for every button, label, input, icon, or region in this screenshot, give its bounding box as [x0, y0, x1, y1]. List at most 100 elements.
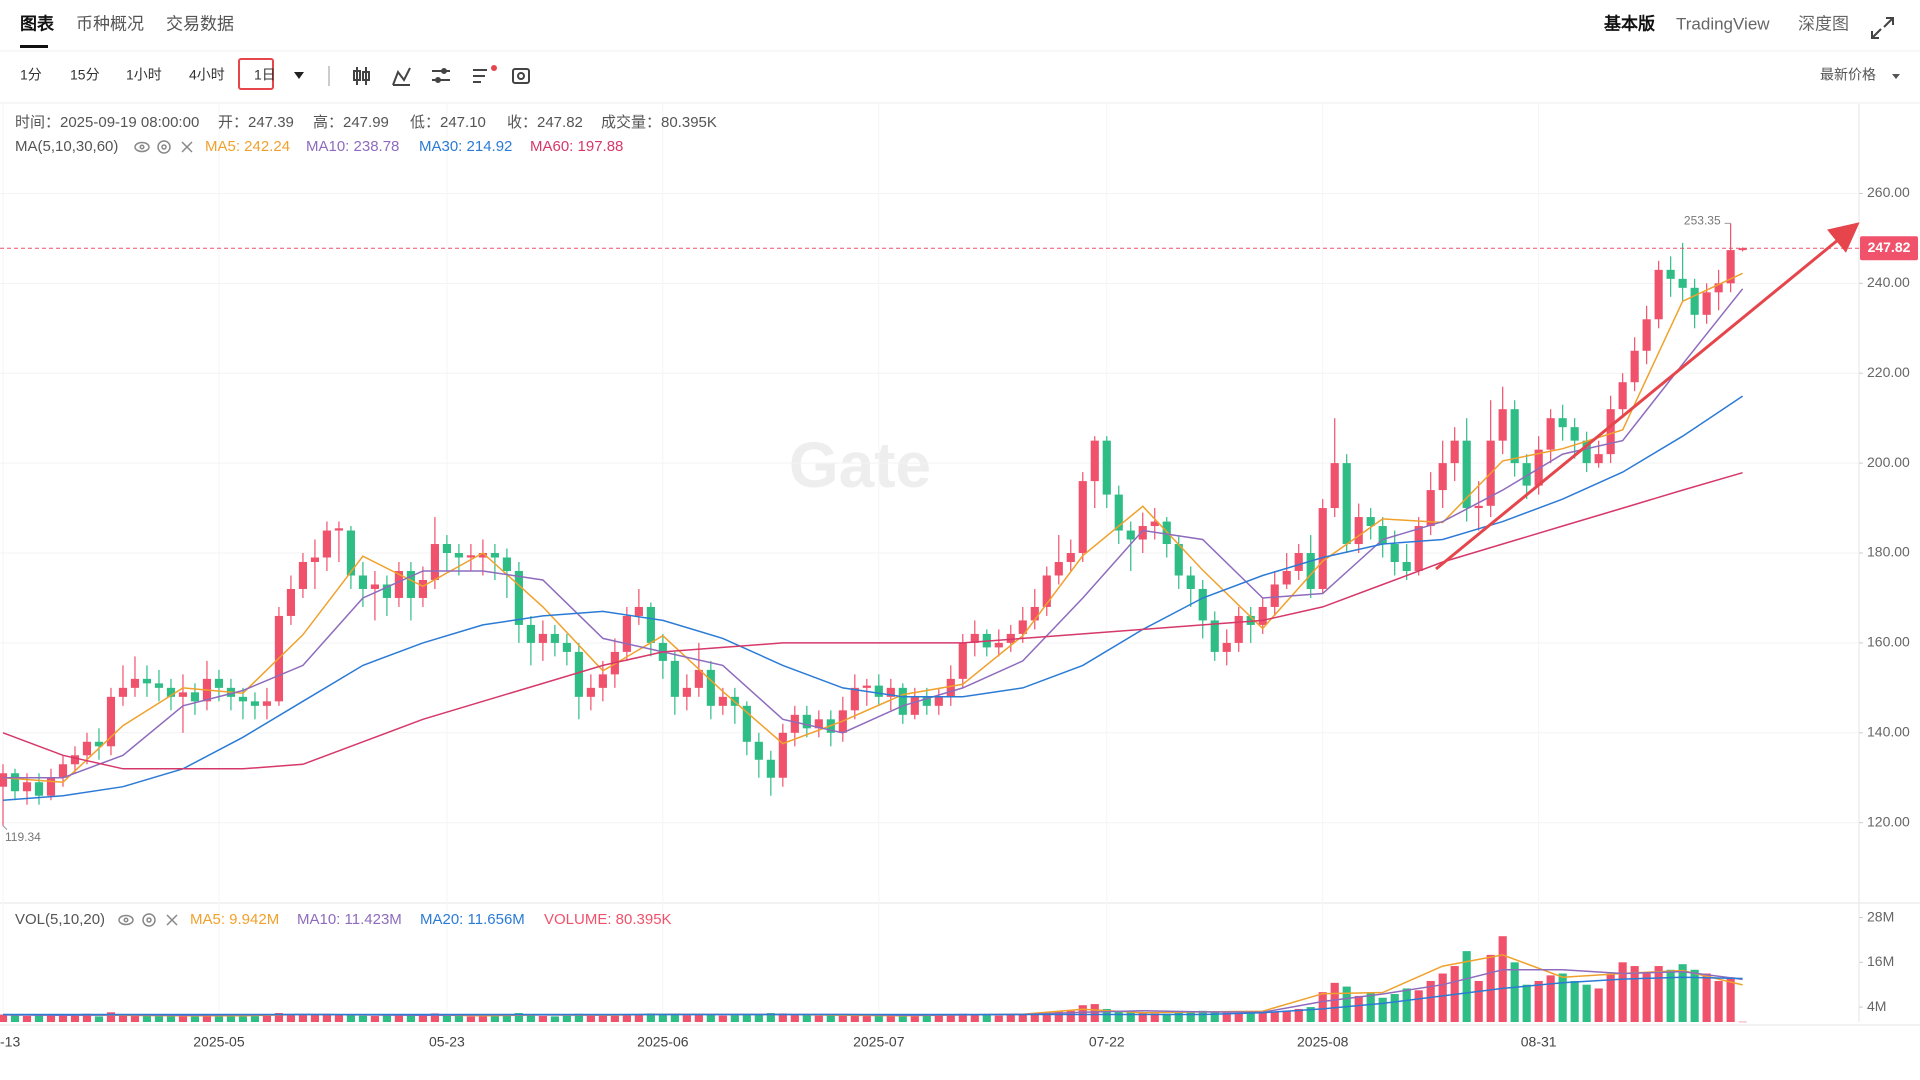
- volume-bar: [838, 1014, 847, 1022]
- candle-body: [742, 705, 751, 742]
- candle-body: [394, 570, 403, 598]
- volume-bar: [466, 1016, 475, 1022]
- volume-bar: [982, 1015, 991, 1022]
- chart-type-icon[interactable]: [353, 67, 370, 85]
- volume-bar: [574, 1013, 583, 1022]
- volume-bar: [406, 1014, 415, 1022]
- candle-body: [1414, 526, 1423, 571]
- volume-bar: [1558, 973, 1567, 1022]
- volume-bar: [334, 1015, 344, 1022]
- trend-arrow: [1435, 222, 1860, 571]
- snapshot-icon[interactable]: [512, 68, 530, 84]
- price-type[interactable]: 最新价格: [1820, 67, 1876, 83]
- indicator-icon[interactable]: [392, 67, 411, 86]
- volume-bar: [1078, 1005, 1087, 1022]
- interval[interactable]: 1分: [20, 67, 42, 83]
- volume-bar: [106, 1012, 116, 1022]
- candle-body: [1138, 526, 1147, 540]
- candle-body: [1594, 454, 1603, 464]
- volume-bar: [934, 1015, 943, 1022]
- volume-bar: [514, 1013, 523, 1022]
- candle-body: [1474, 505, 1483, 509]
- candle-body: [1258, 606, 1267, 625]
- volume-bar: [1510, 962, 1519, 1022]
- candle-body: [622, 615, 631, 652]
- volume-bar: [682, 1015, 691, 1022]
- price-type-dropdown[interactable]: [1892, 74, 1900, 79]
- candle-body: [1462, 440, 1471, 509]
- candle-body: [1522, 463, 1531, 486]
- candle-body: [1678, 278, 1687, 288]
- volume-bar: [1282, 1010, 1291, 1022]
- volume-bar: [994, 1015, 1003, 1022]
- volume-bar: [322, 1013, 332, 1022]
- volume-bar: [802, 1015, 811, 1022]
- volume-bar: [658, 1014, 667, 1022]
- fullscreen-icon[interactable]: [1871, 17, 1894, 39]
- x-tick-label: 2025-07: [853, 1034, 905, 1050]
- ma-line: [2, 395, 1744, 801]
- candle-body: [1174, 544, 1183, 576]
- info-text: 收：247.82: [507, 114, 583, 131]
- candle-body: [214, 678, 224, 688]
- volume-bar: [1522, 984, 1531, 1022]
- candle-body: [1738, 248, 1747, 251]
- candle-body: [418, 579, 427, 598]
- candle-body: [934, 696, 943, 706]
- volume-bar: [1174, 1012, 1183, 1022]
- volume-bar: [706, 1014, 715, 1022]
- volume-bar: [1150, 1013, 1159, 1022]
- volume-bar: [1006, 1014, 1015, 1022]
- candle-body: [142, 678, 152, 684]
- volume-bar: [766, 1013, 775, 1022]
- candle-body: [562, 642, 571, 652]
- volume-bar: [814, 1015, 823, 1022]
- legend-entry: MA5: 9.942M: [190, 911, 279, 928]
- volume-bar: [1186, 1011, 1195, 1022]
- volume-bar: [1498, 936, 1507, 1022]
- candle-body: [262, 701, 272, 706]
- candle-body: [1090, 440, 1099, 482]
- volume-bar: [1342, 986, 1351, 1022]
- candle-body: [1402, 562, 1411, 571]
- drawing-icon[interactable]: [473, 65, 497, 83]
- low-marker: 119.34: [5, 830, 41, 844]
- volume-bar: [130, 1015, 140, 1022]
- volume-bar: [874, 1015, 883, 1022]
- tab[interactable]: 交易数据: [166, 14, 234, 33]
- volume-bar: [1390, 994, 1399, 1022]
- volume-bar: [1294, 1008, 1303, 1022]
- x-tick-label: 07-22: [1089, 1034, 1125, 1050]
- candle-body: [1714, 283, 1723, 293]
- view-tab[interactable]: 基本版: [1603, 13, 1655, 33]
- tab[interactable]: 币种概况: [76, 14, 144, 33]
- volume-bar: [1654, 966, 1663, 1022]
- interval[interactable]: 4小时: [189, 67, 225, 83]
- view-tab[interactable]: TradingView: [1676, 14, 1770, 33]
- settings-icon[interactable]: [432, 68, 450, 83]
- candle-body: [1246, 615, 1255, 625]
- volume-bar: [1582, 984, 1591, 1022]
- candle-body: [1198, 588, 1207, 621]
- interval-dropdown[interactable]: [294, 72, 304, 79]
- candle-body: [10, 773, 20, 792]
- candle-body: [874, 685, 883, 697]
- interval[interactable]: 1小时: [126, 67, 162, 83]
- candle-body: [1222, 642, 1231, 652]
- legend-entry: MA10: 11.423M: [297, 911, 402, 928]
- volume-bar: [298, 1014, 308, 1022]
- active-interval-box[interactable]: [238, 58, 274, 90]
- view-tab[interactable]: 深度图: [1798, 14, 1849, 33]
- candle-body: [70, 755, 80, 765]
- y-tick-label: 260.00: [1867, 184, 1910, 200]
- interval[interactable]: 1日: [254, 67, 276, 83]
- candle-body: [1450, 440, 1459, 464]
- volume-bar: [958, 1013, 967, 1022]
- volume-bar: [418, 1015, 427, 1022]
- candle-body: [34, 782, 44, 796]
- volume-bar: [886, 1015, 895, 1022]
- legend-entry: MA30: 214.92: [419, 138, 512, 155]
- interval[interactable]: 15分: [70, 67, 100, 83]
- tab[interactable]: 图表: [20, 13, 55, 33]
